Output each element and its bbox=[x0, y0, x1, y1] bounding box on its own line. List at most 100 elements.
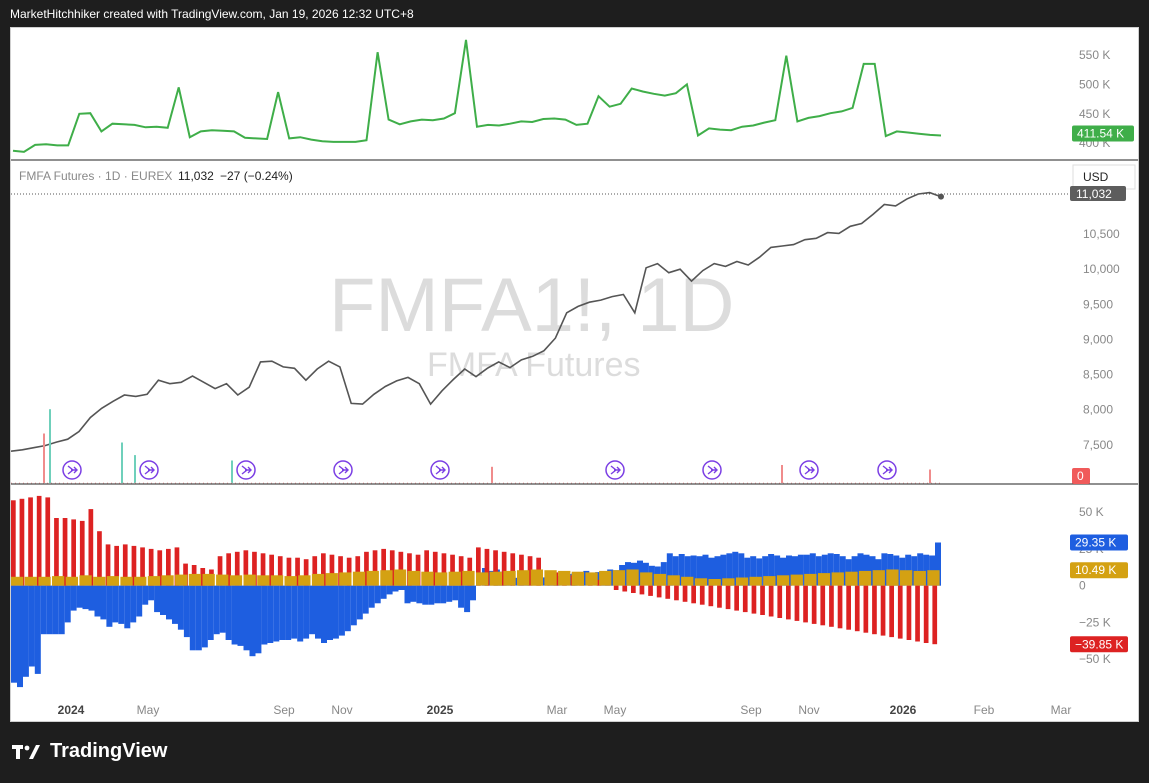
roll-marker-icon[interactable] bbox=[799, 460, 819, 480]
roll-marker-icon[interactable] bbox=[430, 460, 450, 480]
long-bar bbox=[160, 585, 166, 615]
net-bar bbox=[886, 569, 899, 586]
long-bar bbox=[398, 585, 405, 590]
net-bar bbox=[421, 571, 434, 586]
chart-caption: MarketHitchhiker created with TradingVie… bbox=[10, 7, 414, 21]
long-bar bbox=[404, 585, 411, 604]
net-bar bbox=[79, 575, 92, 586]
long-bar bbox=[189, 585, 196, 651]
long-bar bbox=[660, 562, 667, 586]
cot-last-badge-bg bbox=[1070, 534, 1128, 551]
long-bar bbox=[458, 585, 465, 608]
short-bar bbox=[639, 585, 645, 595]
short-bar bbox=[699, 585, 705, 605]
short-bar bbox=[157, 550, 163, 586]
net-bar bbox=[93, 576, 106, 586]
short-bar bbox=[234, 551, 240, 586]
long-bar bbox=[177, 585, 184, 630]
net-bar bbox=[749, 576, 762, 586]
roll-marker-icon[interactable] bbox=[605, 460, 625, 480]
long-bar bbox=[368, 585, 375, 608]
short-bar bbox=[880, 585, 886, 636]
long-bar bbox=[17, 585, 23, 688]
short-bar bbox=[398, 551, 404, 586]
long-bar bbox=[780, 557, 786, 586]
short-bar bbox=[872, 585, 877, 635]
roll-marker-arrow bbox=[338, 465, 349, 475]
roll-marker-icon[interactable] bbox=[236, 460, 256, 480]
watermark-ticker: FMFA1!, 1D bbox=[329, 263, 734, 348]
short-bar bbox=[596, 579, 602, 586]
net-bar bbox=[393, 569, 407, 586]
long-bar bbox=[136, 585, 143, 617]
short-bar bbox=[364, 551, 369, 586]
long-bar bbox=[708, 557, 715, 586]
net-bar bbox=[599, 570, 612, 586]
long-bar bbox=[279, 585, 286, 640]
net-bar bbox=[517, 570, 530, 586]
roll-marker-icon[interactable] bbox=[139, 460, 159, 480]
net-bar bbox=[640, 572, 653, 586]
x-axis-tick: Feb bbox=[974, 703, 995, 717]
x-axis-tick: Sep bbox=[273, 703, 295, 717]
short-bar bbox=[174, 547, 180, 586]
short-bar bbox=[407, 553, 412, 586]
roll-marker-icon[interactable] bbox=[702, 460, 722, 480]
long-bar bbox=[142, 585, 149, 605]
currency-button[interactable] bbox=[1072, 164, 1136, 190]
long-bar bbox=[52, 585, 59, 635]
net-bar bbox=[694, 578, 708, 586]
net-bar bbox=[229, 575, 243, 586]
price-y-tick: 8,500 bbox=[1083, 368, 1113, 382]
long-bar bbox=[672, 556, 679, 586]
roll-marker-arrow bbox=[610, 465, 621, 475]
short-bar bbox=[820, 585, 826, 626]
long-bar bbox=[58, 585, 65, 635]
net-bar bbox=[489, 571, 502, 586]
net-bar bbox=[503, 570, 516, 586]
short-bar bbox=[837, 585, 843, 629]
short-bar bbox=[450, 554, 455, 586]
roll-marker-icon[interactable] bbox=[333, 460, 353, 480]
legend-symbol[interactable]: FMFA Futures · 1D · EUREX bbox=[19, 169, 172, 183]
short-bar bbox=[329, 554, 335, 586]
net-bar bbox=[270, 575, 284, 586]
price-line bbox=[11, 191, 942, 452]
short-bar bbox=[915, 585, 920, 642]
roll-marker-icon[interactable] bbox=[62, 460, 82, 480]
long-bar bbox=[34, 585, 41, 674]
long-bar bbox=[28, 585, 35, 667]
short-bar bbox=[484, 548, 490, 586]
short-bar bbox=[811, 585, 817, 624]
short-bar bbox=[260, 553, 266, 586]
short-bar bbox=[269, 554, 274, 586]
roll-marker-icon[interactable] bbox=[877, 460, 897, 480]
net-bar bbox=[366, 570, 379, 586]
net-bar bbox=[653, 573, 667, 586]
short-bar bbox=[854, 585, 860, 632]
brand[interactable]: TradingView bbox=[12, 740, 167, 763]
long-bar bbox=[434, 585, 441, 604]
net-bar bbox=[735, 577, 749, 586]
long-bar bbox=[315, 585, 321, 639]
long-bar bbox=[172, 585, 178, 624]
net-bar bbox=[476, 572, 489, 586]
long-bar bbox=[923, 554, 930, 586]
net-bar bbox=[681, 576, 694, 586]
cot-pane: 50 K25 K0−25 K−50 K29.35 K10.49 K−39.85 … bbox=[11, 495, 1128, 688]
net-bar bbox=[311, 573, 325, 586]
net-bar bbox=[284, 576, 297, 586]
short-bar bbox=[717, 585, 722, 608]
volume-bar bbox=[929, 469, 931, 483]
short-bar bbox=[286, 557, 292, 586]
long-bar bbox=[112, 585, 119, 623]
net-bar bbox=[722, 578, 735, 586]
cot-y-tick: 0 bbox=[1079, 579, 1086, 593]
long-bar bbox=[446, 585, 453, 602]
long-bar bbox=[440, 585, 447, 604]
long-bar bbox=[154, 585, 161, 613]
short-bar bbox=[527, 556, 533, 586]
long-bar bbox=[291, 585, 298, 639]
oi-last-badge: 411.54 K bbox=[1077, 126, 1124, 140]
